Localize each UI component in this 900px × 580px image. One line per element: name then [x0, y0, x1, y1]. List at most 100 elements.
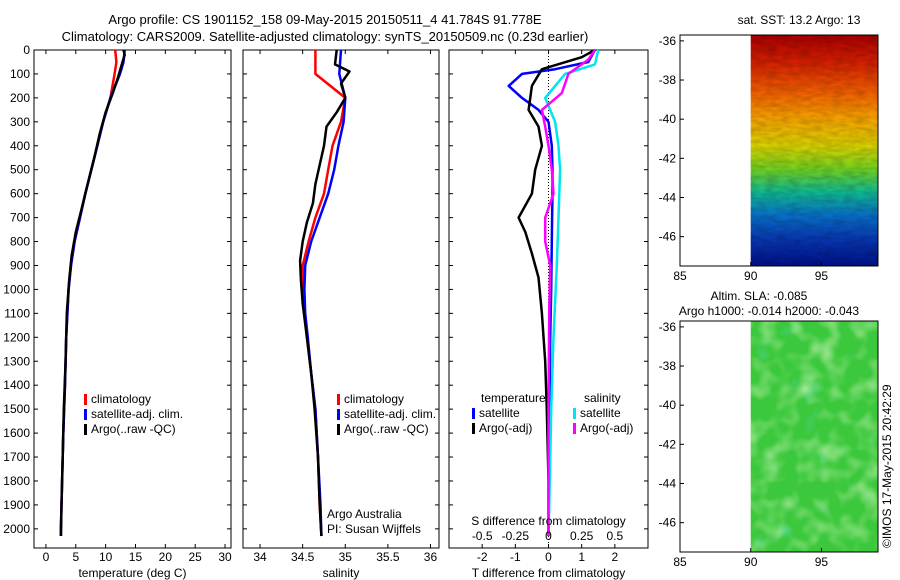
salinity-annotation-1: Argo Australia — [327, 507, 402, 521]
temperature-ytick-label: 800 — [10, 235, 30, 249]
title-line-1: Argo profile: CS 1901152_158 09-May-2015… — [108, 12, 542, 27]
temperature-xtick-label: 25 — [189, 550, 203, 564]
sla-map-title: Altim. SLA: -0.085 — [711, 289, 808, 303]
legend-marker-satellite-adj-clim — [337, 409, 340, 420]
temperature-ytick-label: 1500 — [3, 402, 30, 416]
legend-marker-climatology — [84, 394, 87, 405]
difference-xtick-label: 1 — [578, 550, 585, 564]
difference-xtick-label: 2 — [611, 550, 618, 564]
temperature-ytick-label: 500 — [10, 163, 30, 177]
sst-map-xtick-label: 90 — [744, 269, 758, 283]
temperature-axes: 0 5 10 15 20 25 300100200300400500600700800900… — [3, 43, 232, 580]
temperature-xtick-label: 15 — [129, 550, 143, 564]
temperature-xtick-label: 0 — [43, 550, 50, 564]
sst-map-title: sat. SST: 13.2 Argo: 13 — [738, 13, 861, 27]
salinity-xlabel: salinity — [323, 566, 360, 580]
temperature-ytick-label: 1700 — [3, 450, 30, 464]
temperature-ytick-label: 1400 — [3, 378, 30, 392]
legend-marker-climatology — [337, 394, 340, 405]
difference-series-t-argo-adj — [517, 48, 596, 536]
temperature-ytick-label: 200 — [10, 91, 30, 105]
salinity-xtick-label: 35.5 — [376, 550, 400, 564]
sla-map-xtick-label: 95 — [815, 555, 829, 569]
temperature-ytick-label: 300 — [10, 115, 30, 129]
difference-xtick-label: -1 — [510, 550, 521, 564]
temperature-ytick-label: 700 — [10, 211, 30, 225]
sla-map-ytick-label: -42 — [659, 437, 677, 451]
sst-map-ytick-label: -36 — [659, 34, 677, 48]
sla-map-xtick-label: 90 — [744, 555, 758, 569]
difference-legend-marker — [472, 408, 475, 419]
sla-map-ytick-label: -36 — [659, 320, 677, 334]
temperature-xtick-label: 30 — [218, 550, 232, 564]
legend-label-satellite-adj-clim: satellite-adj. clim. — [91, 407, 183, 421]
temperature-series-satellite-adj-clim — [59, 49, 126, 536]
sla-map-ytick-label: -46 — [659, 516, 677, 530]
legend-marker-argo-raw-qc — [84, 424, 87, 435]
difference-legend-label: satellite — [479, 406, 520, 420]
legend-marker-argo-raw-qc — [337, 424, 340, 435]
temperature-ytick-label: 1900 — [3, 498, 30, 512]
sla-map-xtick-label: 85 — [673, 555, 687, 569]
difference-xlabel: T difference from climatology — [472, 566, 626, 580]
temperature-ytick-label: 0 — [23, 43, 30, 57]
sst-map-ytick-label: -38 — [659, 73, 677, 87]
temperature-ytick-label: 2000 — [3, 522, 30, 536]
difference-s-tick-label: -0.5 — [472, 529, 493, 543]
sst-map-axes: 85 90 95 -36 -38 -40 -42 -44 -46 — [659, 34, 879, 283]
legend-label-satellite-adj-clim: satellite-adj. clim. — [344, 407, 436, 421]
temperature-xtick-label: 5 — [72, 550, 79, 564]
difference-s-tick-label: 0.5 — [606, 529, 623, 543]
temperature-series-argo-raw-qc — [59, 49, 126, 537]
sst-texture — [750, 35, 878, 266]
salinity-series-satellite-adj-clim — [303, 49, 347, 537]
sst-map-xtick-label: 95 — [815, 269, 829, 283]
sla-map-ytick-label: -40 — [659, 398, 677, 412]
difference-series-t-satellite — [507, 49, 596, 537]
temperature-ytick-label: 400 — [10, 139, 30, 153]
sla-map-ytick-label: -38 — [659, 359, 677, 373]
difference-legend-title-temperature: temperature — [481, 391, 546, 405]
difference-legend-marker — [472, 423, 475, 434]
difference-s-tick-label: -0.25 — [502, 529, 530, 543]
difference-s-label: S difference from climatology — [471, 514, 626, 528]
difference-series-s-satellite — [543, 49, 600, 537]
legend-label-climatology: climatology — [91, 392, 151, 406]
difference-legend-title-salinity: salinity — [584, 391, 621, 405]
temperature-xtick-label: 20 — [159, 550, 173, 564]
difference-legend-marker — [573, 408, 576, 419]
temperature-ytick-label: 600 — [10, 187, 30, 201]
temperature-ytick-label: 1100 — [4, 306, 30, 320]
temperature-ytick-label: 900 — [10, 258, 30, 272]
difference-legend-label: satellite — [580, 406, 621, 420]
salinity-xtick-label: 36 — [424, 550, 438, 564]
temperature-ytick-label: 1000 — [3, 282, 30, 296]
sst-map-ytick-label: -46 — [659, 230, 677, 244]
temperature-ytick-label: 1300 — [3, 354, 30, 368]
sla-map-frame — [679, 320, 879, 553]
legend-label-argo-raw-qc: Argo(..raw -QC) — [91, 422, 176, 436]
temperature-ytick-label: 1800 — [3, 474, 30, 488]
difference-axes: -2 -1 0 1 2 T difference from climatology — [448, 49, 649, 580]
salinity-series-argo-raw-qc — [298, 49, 351, 537]
legend-label-climatology: climatology — [344, 392, 404, 406]
salinity-xtick-label: 34 — [253, 550, 267, 564]
salinity-xtick-label: 34.5 — [291, 550, 315, 564]
difference-s-tick-label: 0 — [545, 529, 552, 543]
difference-s-tick-label: 0.25 — [570, 529, 594, 543]
sst-map-xtick-label: 85 — [673, 269, 687, 283]
temperature-ytick-label: 100 — [10, 67, 30, 81]
temperature-xlabel: temperature (deg C) — [78, 566, 186, 580]
sst-map-frame — [679, 34, 879, 267]
imos-watermark: ©IMOS 17-May-2015 20:42:29 — [880, 384, 894, 548]
salinity-annotation-2: PI: Susan Wijffels — [327, 522, 421, 536]
difference-legend-label: Argo(-adj) — [580, 421, 633, 435]
sst-map-ytick-label: -40 — [659, 112, 677, 126]
title-line-2: Climatology: CARS2009. Satellite-adjuste… — [61, 29, 589, 44]
salinity-series-climatology — [301, 50, 347, 537]
sla-map-subtitle: Argo h1000: -0.014 h2000: -0.043 — [679, 304, 859, 318]
temperature-xtick-label: 10 — [99, 550, 113, 564]
salinity-xtick-label: 35 — [339, 550, 353, 564]
difference-legend-label: Argo(-adj) — [479, 421, 532, 435]
